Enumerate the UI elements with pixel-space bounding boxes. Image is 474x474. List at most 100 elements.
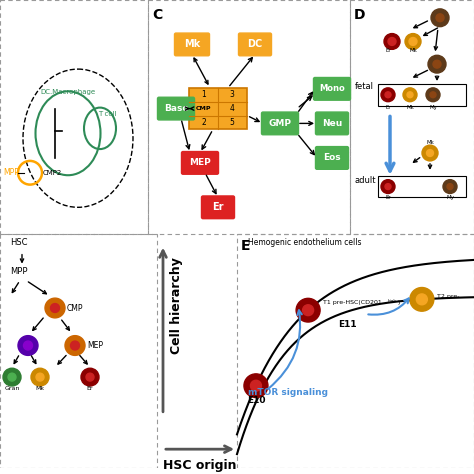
Circle shape [86,373,94,381]
Circle shape [71,341,80,350]
Circle shape [244,374,268,398]
Text: HSC origin: HSC origin [163,459,237,472]
Text: Er: Er [212,202,224,212]
Text: 3: 3 [229,90,235,99]
Text: Baso: Baso [164,104,188,113]
Circle shape [416,294,428,305]
Text: CMP: CMP [67,303,83,312]
Circle shape [433,60,441,68]
Text: high: high [388,300,397,303]
Text: Cell hierarchy: Cell hierarchy [170,257,183,355]
Bar [350,0,474,234]
FancyBboxPatch shape [262,112,299,135]
Circle shape [36,373,44,381]
Circle shape [431,9,449,27]
Text: My: My [446,195,454,201]
Circle shape [427,150,434,156]
Text: Er: Er [87,386,93,391]
Circle shape [403,88,417,102]
Bar [237,234,474,468]
FancyBboxPatch shape [201,196,235,219]
Circle shape [428,55,446,73]
Text: fetal: fetal [355,82,374,91]
Text: E: E [241,239,250,253]
Text: T1 pre-HSC(CD201: T1 pre-HSC(CD201 [323,300,382,305]
Text: Mk: Mk [426,140,434,145]
Circle shape [384,34,400,49]
FancyBboxPatch shape [157,97,194,120]
Circle shape [405,34,421,49]
Circle shape [3,368,21,386]
Text: C: C [152,8,162,22]
Text: 4: 4 [229,104,235,113]
Circle shape [447,183,453,190]
Text: Mk: Mk [36,386,45,391]
Circle shape [381,88,395,102]
Text: Gran: Gran [4,386,20,391]
Text: Mono: Mono [319,84,345,93]
Text: HSC: HSC [10,238,27,247]
Text: Er: Er [385,48,391,53]
Text: Mk: Mk [409,48,417,53]
Circle shape [65,336,85,356]
Text: Er: Er [385,195,391,201]
FancyBboxPatch shape [238,33,272,56]
Text: GMP: GMP [268,119,292,128]
FancyBboxPatch shape [313,77,350,100]
Bar [189,88,247,129]
Text: T cell: T cell [98,111,117,118]
FancyBboxPatch shape [174,33,210,56]
Circle shape [81,368,99,386]
Text: 2: 2 [201,118,206,127]
Text: 1: 1 [201,90,206,99]
Bar [148,0,350,234]
Text: DC.Macrophage: DC.Macrophage [40,89,95,95]
Circle shape [385,92,391,98]
Bar [0,0,148,234]
Circle shape [45,298,65,318]
Bar [378,176,466,198]
Text: ): ) [396,300,401,305]
Circle shape [296,298,320,322]
Text: T2 pre-: T2 pre- [437,294,459,299]
Circle shape [388,37,396,46]
FancyBboxPatch shape [182,152,219,174]
Circle shape [436,14,444,22]
Circle shape [410,288,434,311]
Text: E11: E11 [338,320,357,329]
FancyBboxPatch shape [316,112,348,135]
Circle shape [385,183,391,190]
Text: MPP: MPP [10,267,27,276]
Text: Er: Er [385,105,391,109]
Text: 5: 5 [229,118,235,127]
Text: D: D [354,8,365,22]
Text: Eos: Eos [323,154,341,163]
Text: mTOR signaling: mTOR signaling [248,388,328,397]
Circle shape [409,37,417,46]
Text: Mk: Mk [406,105,414,109]
Text: MEP: MEP [87,341,103,350]
Text: Hemogenic endothelium cells: Hemogenic endothelium cells [248,238,362,247]
Bar [0,234,157,468]
Circle shape [381,180,395,193]
Text: My: My [429,105,437,109]
Circle shape [426,88,440,102]
Circle shape [51,303,60,312]
Circle shape [250,380,262,391]
Text: CMP2: CMP2 [43,170,62,176]
Circle shape [302,305,314,316]
Text: CMP: CMP [196,106,212,111]
Text: MPP: MPP [3,168,19,177]
Circle shape [31,368,49,386]
Bar [378,84,466,106]
Text: E10: E10 [246,396,265,405]
Text: adult: adult [355,176,376,185]
Circle shape [8,373,16,381]
Circle shape [407,92,413,98]
Text: Neu: Neu [322,119,342,128]
Text: MEP: MEP [189,158,211,167]
Circle shape [24,341,33,350]
Circle shape [443,180,457,193]
FancyBboxPatch shape [316,146,348,169]
Circle shape [18,336,38,356]
